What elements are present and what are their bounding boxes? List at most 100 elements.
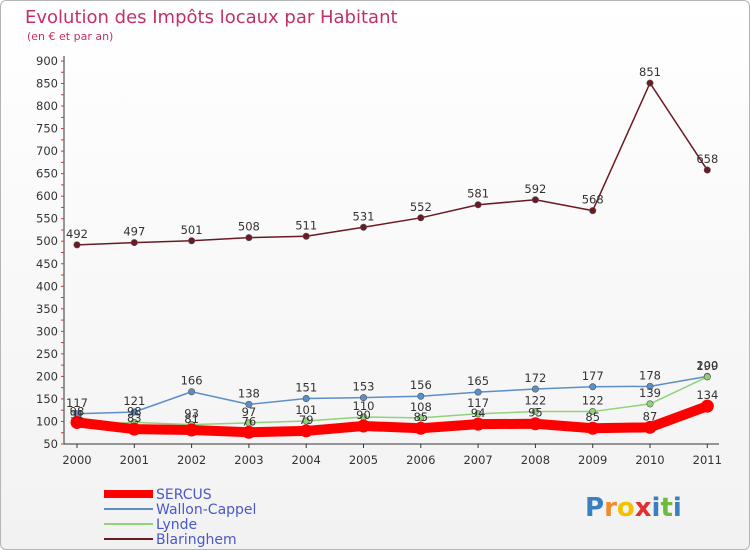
data-label-lynde: 98 (127, 404, 142, 418)
data-label-lynde: 199 (696, 359, 718, 373)
x-tick-label: 2001 (120, 453, 149, 467)
x-tick-label: 2008 (521, 453, 550, 467)
data-label-sercus: 95 (528, 406, 543, 420)
data-point-sercus (357, 419, 370, 433)
logo-letter: x (635, 493, 652, 523)
data-label-lynde: 117 (467, 396, 489, 410)
x-tick-label: 2009 (578, 453, 607, 467)
data-point-blaringhem (302, 232, 310, 240)
data-label-sercus: 83 (127, 411, 142, 425)
data-point-lynde (703, 373, 711, 381)
logo-letter: P (585, 493, 604, 523)
y-tick-label: 700 (36, 144, 58, 158)
y-tick-label: 850 (36, 77, 58, 91)
logo-letter: r (604, 493, 617, 523)
data-point-wallon-cappel (188, 388, 196, 396)
data-point-sercus (242, 425, 256, 439)
series-line-blaringhem (76, 82, 709, 246)
proxiti-logo: Proxiti (585, 493, 682, 523)
data-label-lynde: 122 (524, 394, 546, 408)
data-label-lynde: 110 (353, 399, 375, 413)
data-label-blaringhem: 552 (410, 200, 432, 214)
data-point-wallon-cappel (417, 392, 425, 400)
data-label-lynde: 122 (582, 394, 604, 408)
data-point-wallon-cappel (359, 394, 367, 402)
data-label-lynde: 139 (639, 386, 661, 400)
data-point-blaringhem (245, 234, 253, 242)
data-label-lynde: 108 (410, 400, 432, 414)
x-tick-label: 2011 (693, 453, 722, 467)
data-point-sercus (700, 399, 714, 413)
data-point-wallon-cappel (646, 382, 654, 390)
y-tick-label: 50 (43, 437, 58, 451)
data-label-sercus: 79 (299, 413, 314, 427)
data-point-blaringhem (703, 166, 711, 174)
data-point-wallon-cappel (130, 408, 138, 416)
data-label-lynde: 91 (70, 408, 85, 422)
data-point-sercus (643, 420, 657, 434)
data-point-blaringhem (73, 241, 81, 249)
y-tick-label: 150 (36, 392, 58, 406)
data-label-wallon-cappel: 200 (696, 358, 718, 372)
legend-label-lynde: Lynde (156, 517, 197, 533)
y-tick-label: 600 (36, 189, 58, 203)
data-label-sercus: 98 (70, 404, 85, 418)
series-layer (70, 79, 714, 439)
data-point-sercus (586, 421, 600, 435)
data-point-lynde (302, 417, 310, 425)
series-line-sercus (72, 401, 713, 438)
data-point-sercus (528, 417, 542, 431)
data-label-wallon-cappel: 156 (410, 378, 432, 392)
series-line-lynde (76, 376, 709, 427)
x-tick-label: 2006 (406, 453, 435, 467)
data-point-lynde (474, 410, 482, 418)
data-label-blaringhem: 658 (696, 152, 718, 166)
data-label-sercus: 94 (471, 406, 486, 420)
data-label-lynde: 97 (242, 405, 257, 419)
y-tick-label: 800 (36, 99, 58, 113)
axes: 50 100 150 200 250 300 350 400 450 500 550 600 650 70… (36, 54, 722, 467)
data-label-blaringhem: 497 (123, 225, 145, 239)
data-point-wallon-cappel (302, 394, 310, 402)
data-label-blaringhem: 492 (66, 227, 88, 241)
logo-letter: t (660, 493, 672, 523)
y-tick-label: 650 (36, 167, 58, 181)
data-point-sercus (70, 415, 84, 429)
legend-label-sercus: SERCUS (156, 487, 212, 503)
data-point-blaringhem (531, 196, 539, 204)
data-point-blaringhem (646, 79, 654, 87)
data-label-blaringhem: 592 (524, 182, 546, 196)
data-point-lynde (589, 408, 597, 416)
data-label-sercus: 81 (184, 412, 199, 426)
y-tick-label: 900 (36, 54, 58, 68)
data-label-blaringhem: 531 (353, 209, 375, 223)
data-point-wallon-cappel (474, 388, 482, 396)
y-tick-label: 550 (36, 212, 58, 226)
data-point-sercus (185, 423, 199, 437)
data-label-sercus: 134 (696, 388, 718, 402)
data-point-blaringhem (188, 237, 196, 245)
legend-label-blaringhem: Blaringhem (156, 532, 237, 548)
data-label-blaringhem: 508 (238, 220, 260, 234)
chart-title: Evolution des Impôts locaux par Habitant (25, 7, 398, 28)
data-point-blaringhem (359, 223, 367, 231)
data-point-sercus (414, 421, 428, 435)
data-point-sercus (299, 424, 313, 438)
series-line-wallon-cappel (76, 375, 709, 415)
data-label-wallon-cappel: 153 (353, 380, 375, 394)
data-label-lynde: 101 (295, 403, 317, 417)
chart-subtitle: (en € et par an) (27, 30, 113, 43)
x-tick-label: 2000 (62, 453, 91, 467)
data-label-blaringhem: 501 (181, 223, 203, 237)
data-point-sercus (471, 417, 485, 431)
y-tick-label: 400 (36, 279, 58, 293)
data-point-lynde (646, 400, 654, 408)
data-label-sercus: 76 (242, 414, 257, 428)
x-tick-label: 2003 (234, 453, 263, 467)
data-label-sercus: 85 (585, 410, 600, 424)
data-point-wallon-cappel (531, 385, 539, 393)
data-labels: 492 497 501 508 511 531 552 581 592 568 851 658 117 1… (66, 65, 718, 428)
